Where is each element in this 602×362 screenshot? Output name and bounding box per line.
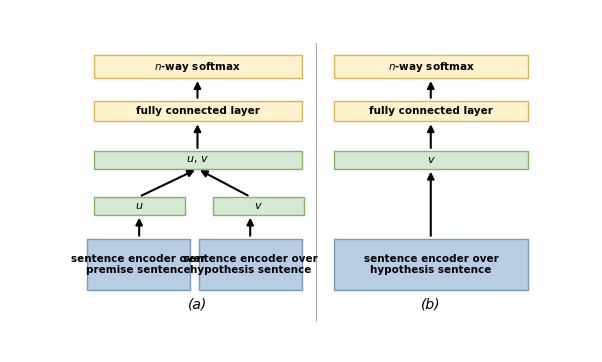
- Text: $\it{n}$-way softmax: $\it{n}$-way softmax: [154, 60, 241, 74]
- Text: $\it{v}$: $\it{v}$: [254, 201, 262, 211]
- Text: fully connected layer: fully connected layer: [136, 106, 259, 116]
- FancyBboxPatch shape: [94, 197, 185, 215]
- Text: $\it{v}$: $\it{v}$: [427, 155, 435, 165]
- Text: (b): (b): [421, 297, 441, 311]
- FancyBboxPatch shape: [94, 55, 302, 78]
- FancyBboxPatch shape: [94, 101, 302, 122]
- FancyBboxPatch shape: [334, 151, 528, 169]
- FancyBboxPatch shape: [94, 151, 302, 169]
- FancyBboxPatch shape: [334, 55, 528, 78]
- Text: $\it{n}$-way softmax: $\it{n}$-way softmax: [388, 60, 474, 74]
- Text: fully connected layer: fully connected layer: [369, 106, 493, 116]
- Text: (a): (a): [188, 297, 207, 311]
- FancyBboxPatch shape: [334, 101, 528, 122]
- Text: $\it{u}$: $\it{u}$: [135, 201, 144, 211]
- Text: sentence encoder over
hypothesis sentence: sentence encoder over hypothesis sentenc…: [183, 253, 318, 275]
- FancyBboxPatch shape: [199, 239, 302, 290]
- Text: sentence encoder over
hypothesis sentence: sentence encoder over hypothesis sentenc…: [364, 253, 498, 275]
- Text: $\it{u}$, $\it{v}$: $\it{u}$, $\it{v}$: [186, 154, 209, 165]
- FancyBboxPatch shape: [334, 239, 528, 290]
- FancyBboxPatch shape: [87, 239, 190, 290]
- FancyBboxPatch shape: [213, 197, 304, 215]
- Text: sentence encoder over
premise sentence: sentence encoder over premise sentence: [71, 253, 206, 275]
